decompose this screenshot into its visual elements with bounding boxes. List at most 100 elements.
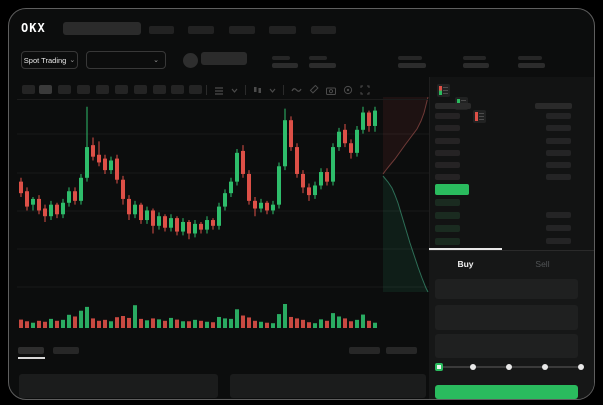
- volume-bar: [25, 321, 29, 328]
- volume-bar: [331, 313, 335, 328]
- bid-price[interactable]: [435, 199, 460, 206]
- candle: [211, 220, 215, 226]
- ask-price[interactable]: [435, 162, 460, 168]
- chevron-down-icon[interactable]: [269, 88, 276, 93]
- orderbook-view-combined-icon[interactable]: [437, 84, 450, 97]
- slider-dot[interactable]: [578, 364, 584, 370]
- nav-item[interactable]: [188, 26, 214, 34]
- timeframe-button[interactable]: [171, 85, 184, 94]
- stat-value: [309, 63, 336, 68]
- volume-bar: [103, 319, 107, 328]
- candle: [337, 131, 341, 148]
- buy-tab-underline: [429, 248, 502, 250]
- ask-price[interactable]: [435, 150, 460, 156]
- nav-item[interactable]: [311, 26, 336, 34]
- volume-bar: [247, 317, 251, 328]
- slider-dot[interactable]: [542, 364, 548, 370]
- timeframe-button[interactable]: [189, 85, 202, 94]
- volume-bar: [277, 314, 281, 328]
- bottom-tab[interactable]: [53, 347, 79, 354]
- stat-label: [518, 56, 542, 60]
- candle: [97, 154, 101, 163]
- bid-amount[interactable]: [546, 225, 571, 231]
- amount-field[interactable]: [435, 305, 578, 330]
- volume-bar: [343, 318, 347, 328]
- volume-bar: [367, 320, 371, 328]
- last-price-badge: [435, 184, 469, 195]
- candle: [361, 112, 365, 130]
- nav-item[interactable]: [229, 26, 255, 34]
- volume-bar: [127, 317, 131, 328]
- volume-bar: [271, 323, 275, 328]
- ask-amount[interactable]: [546, 150, 571, 156]
- book-bars: [439, 86, 442, 95]
- nav-item[interactable]: [269, 26, 296, 34]
- nav-item[interactable]: [149, 26, 174, 34]
- camera-icon[interactable]: [326, 86, 336, 95]
- volume-bar: [307, 322, 311, 328]
- total-field[interactable]: [435, 334, 578, 358]
- timeframe-button[interactable]: [58, 85, 71, 94]
- ask-amount[interactable]: [546, 125, 571, 131]
- search-input[interactable]: [63, 22, 141, 35]
- candlestick-chart[interactable]: [9, 9, 595, 400]
- buy-button[interactable]: [435, 385, 578, 399]
- volume-bar: [187, 321, 191, 328]
- timeframe-button[interactable]: [134, 85, 147, 94]
- timeframe-button[interactable]: [22, 85, 35, 94]
- bid-price[interactable]: [435, 212, 460, 219]
- fullscreen-icon[interactable]: [360, 85, 370, 95]
- toolbar-separator: [206, 85, 207, 95]
- candle: [109, 160, 113, 171]
- volume-bar: [31, 322, 35, 328]
- volume-bar: [169, 317, 173, 328]
- candle: [289, 120, 293, 148]
- bottom-tab-active[interactable]: [18, 347, 44, 354]
- slider-handle[interactable]: [435, 363, 443, 371]
- candle-type-icon[interactable]: [253, 85, 262, 95]
- buy-tab[interactable]: Buy: [457, 259, 474, 269]
- candle: [307, 187, 311, 196]
- coin-icon: [183, 53, 198, 68]
- price-field[interactable]: [435, 279, 578, 299]
- ask-price[interactable]: [435, 125, 460, 131]
- ask-price[interactable]: [435, 113, 460, 119]
- chart-style-icon[interactable]: [214, 86, 224, 95]
- market-type-dropdown[interactable]: Spot Trading ⌄: [21, 51, 78, 69]
- ask-amount[interactable]: [546, 113, 571, 119]
- bottom-action-placeholder[interactable]: [386, 347, 417, 354]
- candle: [325, 172, 329, 182]
- timeframe-button[interactable]: [115, 85, 128, 94]
- bid-amount[interactable]: [546, 238, 571, 244]
- slider-dot[interactable]: [470, 364, 476, 370]
- stat-value: [518, 63, 545, 68]
- candle: [37, 198, 41, 211]
- ask-amount[interactable]: [546, 174, 571, 180]
- indicator-icon[interactable]: [291, 86, 302, 94]
- ask-price[interactable]: [435, 138, 460, 144]
- timeframe-button[interactable]: [77, 85, 90, 94]
- timeframe-button[interactable]: [96, 85, 109, 94]
- sell-tab[interactable]: Sell: [535, 259, 550, 269]
- settings-icon[interactable]: [343, 85, 353, 95]
- ask-amount[interactable]: [546, 138, 571, 144]
- slider-dot[interactable]: [506, 364, 512, 370]
- candle: [277, 166, 281, 205]
- candle: [247, 173, 251, 201]
- ask-amount[interactable]: [546, 162, 571, 168]
- bid-amount[interactable]: [546, 212, 571, 218]
- toolbar-divider: [17, 99, 428, 100]
- ask-price[interactable]: [435, 174, 460, 180]
- chevron-down-icon[interactable]: [231, 88, 238, 93]
- candle: [265, 202, 269, 211]
- candle: [283, 120, 287, 167]
- bid-price[interactable]: [435, 238, 460, 245]
- bid-price[interactable]: [435, 225, 460, 232]
- timeframe-button[interactable]: [153, 85, 166, 94]
- draw-icon[interactable]: [309, 85, 319, 95]
- orderbook-view-asks-icon[interactable]: [473, 110, 486, 123]
- pair-selector-dropdown[interactable]: ⌄: [86, 51, 166, 69]
- bottom-action-placeholder[interactable]: [349, 347, 380, 354]
- volume-bar: [253, 320, 257, 328]
- timeframe-button[interactable]: [39, 85, 52, 94]
